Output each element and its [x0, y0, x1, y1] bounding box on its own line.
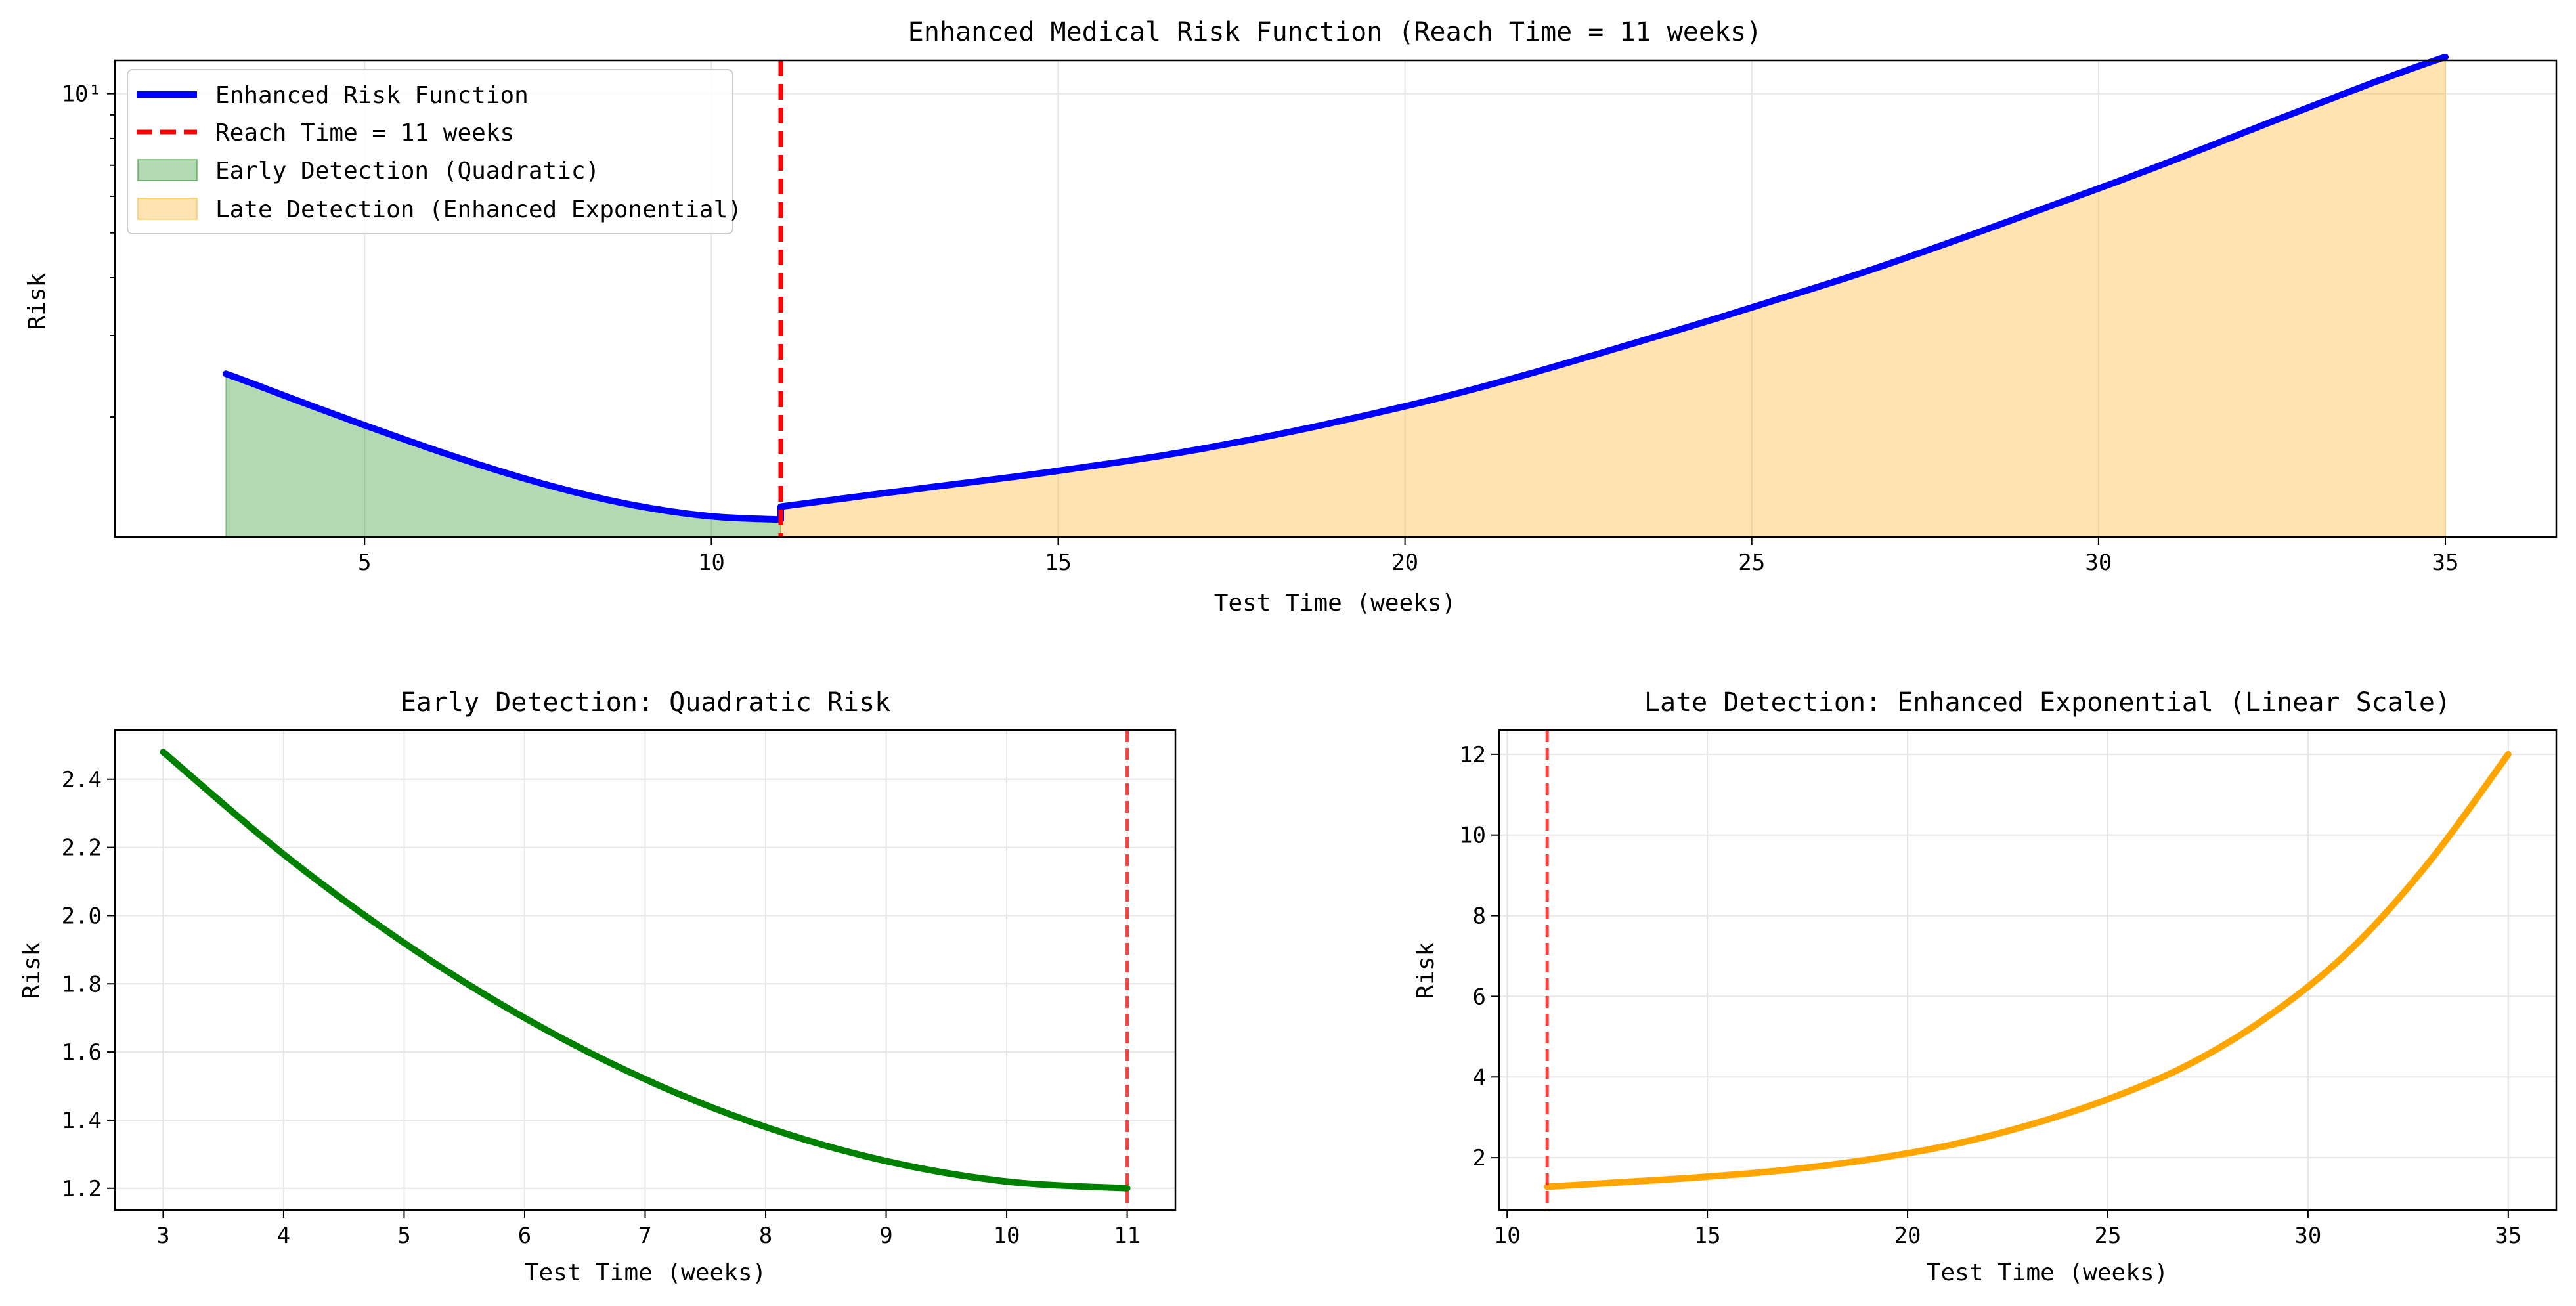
x-tick-label: 11: [1114, 1223, 1141, 1249]
legend-box: [127, 69, 733, 234]
axes-frame: [114, 59, 2558, 538]
x-tick-label: 25: [1738, 550, 1765, 576]
legend-item-late-detection: Late Detection (Enhanced Exponential): [215, 196, 742, 223]
axes-frame: [1498, 729, 2558, 1211]
bottom-left-x-ticks: 3 4 5 6 7 8 9 10 11: [156, 1210, 1141, 1249]
y-tick-label: 1.8: [62, 971, 102, 997]
x-tick-label: 20: [1391, 550, 1418, 576]
x-tick-label: 30: [2294, 1223, 2321, 1249]
legend-item-risk-function: Enhanced Risk Function: [215, 82, 529, 109]
y-tick-label: 1.6: [62, 1039, 102, 1066]
top-title: Enhanced Medical Risk Function (Reach Ti…: [908, 17, 1762, 47]
y-tick-label: 6: [1473, 984, 1486, 1010]
x-tick-label: 10: [993, 1223, 1020, 1249]
x-tick-label: 15: [1694, 1223, 1721, 1249]
bottom-right-y-axis-label: Risk: [1412, 942, 1439, 999]
y-tick-label: 4: [1473, 1064, 1486, 1091]
y-tick-label: 1.4: [62, 1108, 102, 1134]
top-axes-frame: [114, 59, 2558, 538]
top-y-axis-label: Risk: [24, 272, 51, 330]
legend-swatch-late-fill: [137, 198, 198, 220]
x-tick-label: 35: [2495, 1223, 2521, 1249]
y-tick-label: 2: [1473, 1145, 1486, 1171]
risk-function-line-late: [777, 53, 2449, 510]
x-tick-label: 4: [277, 1223, 290, 1249]
bottom-left-panel: 3 4 5 6 7 8 9 10 11 1.2 1.4 1.6 1.8 2.0 2.2 2.4 Early …: [18, 687, 1177, 1286]
y-tick-label: 10¹: [62, 81, 102, 108]
x-tick-label: 5: [397, 1223, 410, 1249]
x-tick-label: 6: [518, 1223, 531, 1249]
risk-function-line-early: [223, 370, 784, 523]
top-legend: Enhanced Risk Function Reach Time = 11 w…: [127, 69, 742, 234]
y-tick-label: 10: [1459, 823, 1486, 849]
late-area-fill: [780, 56, 2446, 538]
bottom-right-series: [1544, 751, 2512, 1190]
x-tick-label: 20: [1894, 1223, 1921, 1249]
bottom-right-axes-frame: [1498, 729, 2558, 1211]
top-y-ticks: 10¹: [62, 81, 115, 418]
x-tick-label: 30: [2085, 550, 2112, 576]
bottom-right-x-axis-label: Test Time (weeks): [1927, 1259, 2168, 1286]
bottom-right-panel: 10 15 20 25 30 35 2 4 6 8 10 12 Late Detection: En…: [1412, 687, 2558, 1286]
top-panel: 5 10 15 20 25 30 35 10¹ Enhanced Medical Risk …: [24, 17, 2558, 617]
x-tick-label: 25: [2094, 1223, 2121, 1249]
bottom-right-grid: [1499, 730, 2556, 1210]
top-x-ticks: 5 10 15 20 25 30 35: [358, 537, 2458, 576]
x-tick-label: 5: [358, 550, 371, 576]
x-tick-label: 7: [638, 1223, 651, 1249]
exponential-risk-line: [1544, 751, 2512, 1190]
top-x-axis-label: Test Time (weeks): [1214, 590, 1456, 617]
bottom-left-y-axis-label: Risk: [18, 942, 45, 999]
x-tick-label: 8: [759, 1223, 772, 1249]
x-tick-label: 10: [1494, 1223, 1521, 1249]
bottom-left-x-axis-label: Test Time (weeks): [525, 1259, 766, 1286]
x-tick-label: 15: [1045, 550, 1072, 576]
bottom-right-x-ticks: 10 15 20 25 30 35: [1494, 1210, 2521, 1249]
bottom-right-y-ticks: 2 4 6 8 10 12: [1459, 742, 1499, 1171]
legend-item-reach-time: Reach Time = 11 weeks: [215, 120, 514, 146]
quadratic-risk-line: [160, 749, 1131, 1192]
bottom-left-title: Early Detection: Quadratic Risk: [401, 687, 891, 718]
y-tick-label: 2.4: [62, 767, 102, 793]
y-tick-label: 12: [1459, 742, 1486, 768]
bottom-left-series: [160, 749, 1131, 1192]
x-tick-label: 10: [698, 550, 725, 576]
y-tick-label: 2.2: [62, 835, 102, 861]
x-tick-label: 35: [2432, 550, 2459, 576]
y-tick-label: 2.0: [62, 903, 102, 929]
legend-swatch-early-fill: [137, 159, 198, 181]
x-tick-label: 3: [156, 1223, 169, 1249]
y-tick-label: 1.2: [62, 1176, 102, 1202]
x-tick-label: 9: [879, 1223, 892, 1249]
bottom-left-y-ticks: 1.2 1.4 1.6 1.8 2.0 2.2 2.4: [62, 767, 115, 1202]
y-tick-label: 8: [1473, 903, 1486, 930]
legend-item-early-detection: Early Detection (Quadratic): [215, 158, 600, 185]
bottom-right-title: Late Detection: Enhanced Exponential (Li…: [1644, 687, 2451, 718]
bottom-left-grid: [115, 730, 1175, 1210]
